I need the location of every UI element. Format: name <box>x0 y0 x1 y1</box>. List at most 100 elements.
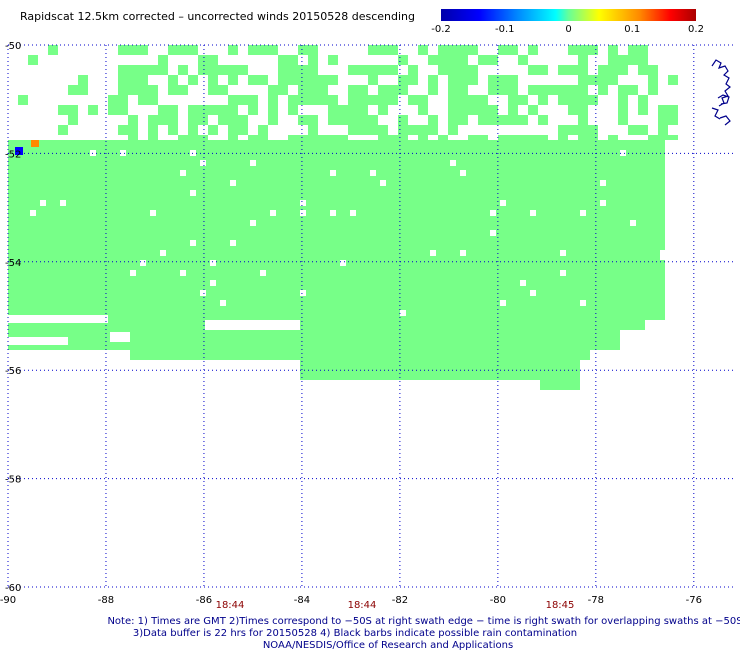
swath-band <box>300 370 580 380</box>
swath-cell <box>208 125 218 135</box>
swath-cell <box>558 125 568 135</box>
swath-cell <box>228 95 238 105</box>
swath-cell <box>648 65 658 75</box>
swath-cell <box>348 95 358 105</box>
swath-cell <box>488 105 498 115</box>
swath-cell <box>368 45 378 55</box>
swath-cell <box>188 105 198 115</box>
swath-cell <box>388 85 398 95</box>
swath-cell <box>448 55 458 65</box>
latitude-label: -60 <box>5 583 21 594</box>
swath-cell <box>188 45 198 55</box>
data-gap <box>210 280 216 286</box>
swath-cell <box>418 45 428 55</box>
swath-cell <box>568 85 578 95</box>
swath-band <box>300 360 580 370</box>
swath-cell <box>208 55 218 65</box>
data-gap <box>580 210 586 216</box>
swath-cell <box>358 105 368 115</box>
swath-cell <box>308 55 318 65</box>
swath-cell <box>468 105 478 115</box>
swath-cell <box>578 45 588 55</box>
data-gap <box>180 170 186 176</box>
data-gap <box>200 290 206 296</box>
swath-cell <box>278 55 288 65</box>
swath-cell <box>48 45 58 55</box>
note-line-3: NOAA/NESDIS/Office of Research and Appli… <box>263 640 513 650</box>
swath-cell <box>298 45 308 55</box>
swath-cell <box>618 105 628 115</box>
data-gap <box>40 200 46 206</box>
swath-cell <box>488 115 498 125</box>
colorbar-tick-label: -0.2 <box>431 24 451 35</box>
swath-cell <box>58 125 68 135</box>
swath-cell <box>578 95 588 105</box>
swath-cell <box>418 125 428 135</box>
swath-cell <box>348 85 358 95</box>
swath-cell <box>408 65 418 75</box>
data-gap <box>330 210 336 216</box>
swath-cell <box>88 105 98 115</box>
swath-cell <box>358 125 368 135</box>
swath-cell <box>268 85 278 95</box>
data-gap <box>630 220 636 226</box>
latitude-label: -50 <box>5 41 21 52</box>
swath-cell <box>268 115 278 125</box>
swath-cell <box>68 85 78 95</box>
swath-cell <box>318 75 328 85</box>
swath-cell <box>458 95 468 105</box>
swath-cell <box>128 115 138 125</box>
swath-cell <box>398 75 408 85</box>
swath-cell <box>508 105 518 115</box>
swath-cell <box>368 95 378 105</box>
swath-band <box>8 160 665 170</box>
swath-cell <box>638 45 648 55</box>
swath-band <box>8 310 665 320</box>
swath-cell <box>478 115 488 125</box>
swath-cell <box>378 45 388 55</box>
swath-cell <box>458 65 468 75</box>
swath-cell <box>548 85 558 95</box>
swath-cell <box>458 75 468 85</box>
data-gap <box>8 315 108 323</box>
swath-cell <box>668 105 678 115</box>
swath-cell <box>558 65 568 75</box>
data-gap <box>160 250 166 256</box>
swath-cell <box>188 75 198 85</box>
swath-cell <box>388 65 398 75</box>
swath-cell <box>328 105 338 115</box>
data-gap <box>460 170 466 176</box>
swath-cell <box>368 125 378 135</box>
data-gap <box>210 260 216 266</box>
swath-cell <box>658 105 668 115</box>
swath-cell <box>348 125 358 135</box>
data-gap <box>560 270 566 276</box>
swath-cell <box>378 65 388 75</box>
data-gap <box>120 150 126 156</box>
swath-cell <box>328 55 338 65</box>
swath-cell <box>308 45 318 55</box>
swath-band <box>130 350 590 360</box>
swath-cell <box>348 65 358 75</box>
swath-cell <box>118 105 128 115</box>
colorbar-tick-label: -0.1 <box>495 24 515 35</box>
swath-cell <box>318 95 328 105</box>
swath-cell <box>498 75 508 85</box>
swath-cell <box>138 75 148 85</box>
swath-cell <box>558 85 568 95</box>
data-gap <box>500 300 506 306</box>
swath-cell <box>308 65 318 75</box>
swath-cell <box>208 65 218 75</box>
swath-cell <box>188 125 198 135</box>
data-gap <box>460 250 466 256</box>
swath-cell <box>628 45 638 55</box>
data-gap <box>530 210 536 216</box>
swath-cell <box>398 125 408 135</box>
swath-cell <box>128 45 138 55</box>
swath-cell <box>218 105 228 115</box>
data-gap <box>150 210 156 216</box>
colorbar: -0.2 -0.1 0 0.1 0.2 <box>431 9 704 35</box>
swath-cell <box>608 65 618 75</box>
swath-cell <box>578 85 588 95</box>
